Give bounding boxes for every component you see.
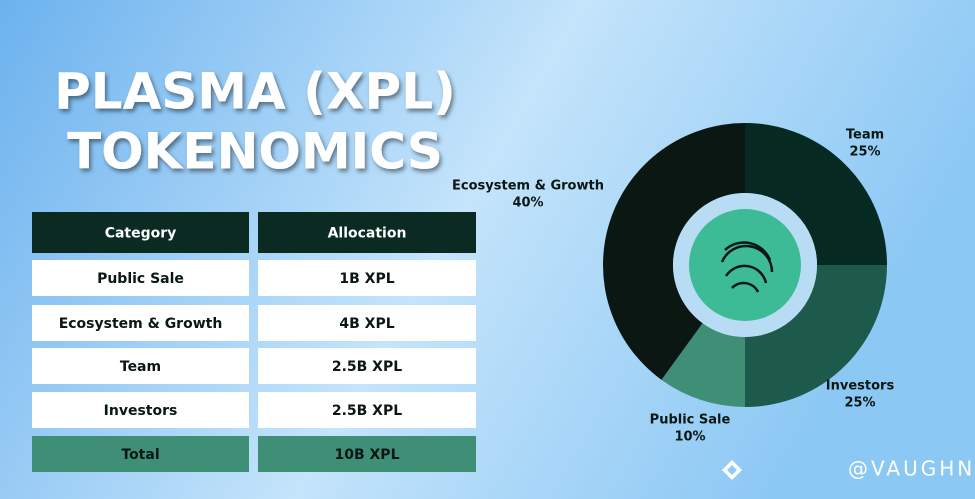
donut-segment bbox=[603, 123, 745, 380]
segment-label: Investors bbox=[826, 379, 895, 394]
table-cell bbox=[258, 436, 476, 472]
table-cell bbox=[32, 212, 249, 253]
table-cell bbox=[258, 305, 476, 341]
table-cell bbox=[258, 392, 476, 428]
watermark: @VAUGHN_BNB bbox=[848, 457, 975, 481]
table-cell bbox=[32, 436, 249, 472]
table-cell bbox=[32, 305, 249, 341]
segment-label: Team bbox=[846, 128, 884, 143]
table-cell bbox=[32, 392, 249, 428]
table-cell bbox=[258, 260, 476, 296]
cell-text: 10B XPL bbox=[334, 447, 399, 463]
cell-text: 2.5B XPL bbox=[332, 359, 402, 375]
donut-segment bbox=[745, 265, 887, 407]
cell-text: Total bbox=[121, 447, 159, 463]
segment-value: 25% bbox=[844, 396, 875, 411]
table: Category Allocation Public Sale 1B XPL Ecosy… bbox=[32, 212, 476, 472]
cell-text: Category bbox=[105, 226, 177, 242]
segment-value: 25% bbox=[849, 145, 880, 160]
donut-segment bbox=[745, 123, 887, 265]
cell-text: 2.5B XPL bbox=[332, 403, 402, 419]
cell-text: Allocation bbox=[328, 226, 407, 242]
segment-label: Ecosystem & Growth bbox=[452, 179, 604, 194]
segment-value: 10% bbox=[674, 430, 705, 445]
cell-text: 4B XPL bbox=[339, 316, 394, 332]
cell-text: Public Sale bbox=[97, 271, 184, 287]
donut-chart bbox=[603, 123, 887, 407]
cell-text: Investors bbox=[104, 403, 178, 419]
table-cell bbox=[32, 260, 249, 296]
cell-text: Team bbox=[120, 359, 161, 375]
cell-text: Ecosystem & Growth bbox=[59, 316, 223, 332]
table-cell bbox=[258, 348, 476, 384]
title-line: TOKENOMICS bbox=[67, 123, 443, 181]
table-cell bbox=[32, 348, 249, 384]
watermark-icon bbox=[722, 460, 742, 480]
title-line: PLASMA (XPL) bbox=[54, 63, 456, 121]
donut-segment bbox=[661, 323, 745, 407]
segment-value: 40% bbox=[512, 196, 543, 211]
table-cell bbox=[258, 212, 476, 253]
segment-label: Public Sale bbox=[650, 413, 731, 428]
cell-text: 1B XPL bbox=[339, 271, 394, 287]
logo bbox=[720, 241, 774, 293]
